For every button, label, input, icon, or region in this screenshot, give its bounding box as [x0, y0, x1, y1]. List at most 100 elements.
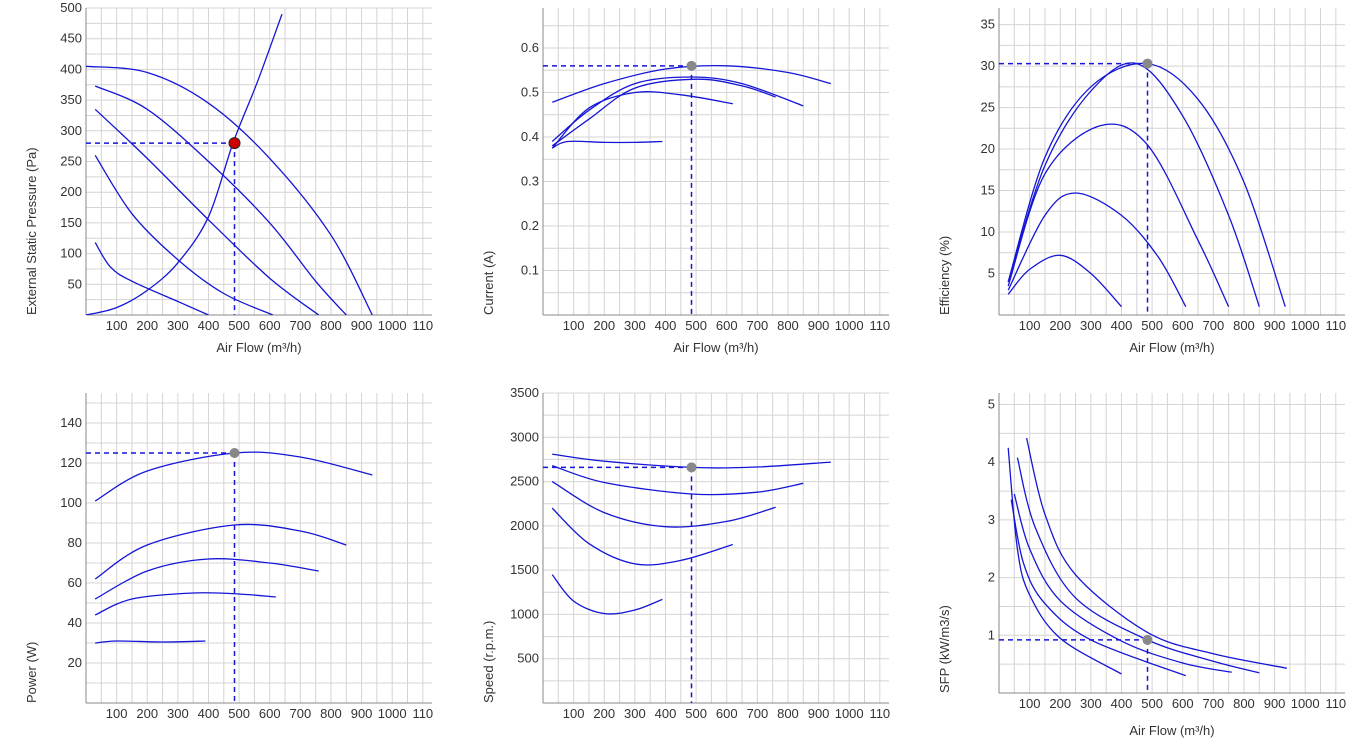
series-line-3: [1013, 493, 1232, 673]
series-line-2: [552, 464, 804, 496]
x-tick-label: 200: [1049, 318, 1071, 333]
y-tick-label: 0.4: [521, 129, 539, 144]
y-tick-label: 2000: [510, 518, 539, 533]
operating-point-marker[interactable]: [1142, 58, 1153, 69]
y-tick-label: 4: [988, 454, 995, 469]
y-tick-label: 3500: [510, 385, 539, 400]
x-tick-label: 700: [1202, 696, 1224, 711]
x-tick-label: 100: [106, 706, 128, 721]
series-line-1: [1025, 437, 1287, 669]
chart-3: 100 200 300 400 500 600 700 800 900 1000 110 5 10 15 2…: [937, 8, 1346, 355]
y-tick-label: 350: [60, 92, 82, 107]
series-line-4: [1007, 192, 1187, 308]
x-tick-label: 400: [1111, 318, 1133, 333]
series-line-3: [551, 481, 776, 528]
series-line-5: [1007, 254, 1122, 308]
y-tick-label: 0.1: [521, 263, 539, 278]
y-tick-label: 1: [988, 627, 995, 642]
x-tick-label: 110: [412, 318, 433, 333]
x-tick-label: 400: [198, 706, 220, 721]
x-tick-label: 600: [1172, 696, 1194, 711]
x-tick-label: 400: [1111, 696, 1133, 711]
x-tick-label: 100: [1019, 696, 1041, 711]
x-tick-label: 900: [808, 318, 830, 333]
x-axis-title: Air Flow (m³/h): [673, 340, 758, 355]
x-tick-label: 110: [869, 318, 890, 333]
x-tick-label: 110: [1325, 696, 1346, 711]
y-tick-label: 10: [981, 224, 995, 239]
y-tick-label: 30: [981, 58, 995, 73]
chart-2: 100 200 300 400 500 600 700 800 900 1000 110 0.1 0.2…: [481, 8, 890, 355]
operating-point-marker[interactable]: [686, 60, 697, 71]
operating-point-marker[interactable]: [686, 462, 697, 473]
x-tick-label: 700: [746, 318, 768, 333]
y-tick-label: 2500: [510, 474, 539, 489]
y-tick-label: 150: [60, 215, 82, 230]
x-tick-label: 200: [1049, 696, 1071, 711]
series-line-5: [551, 140, 663, 149]
x-tick-label: 500: [1141, 318, 1163, 333]
x-tick-label: 600: [259, 706, 281, 721]
x-tick-label: 100: [106, 318, 128, 333]
x-tick-label: 700: [289, 706, 311, 721]
y-axis-title: Efficiency (%): [937, 236, 952, 315]
y-tick-label: 0.3: [521, 174, 539, 189]
series-line-2: [1007, 62, 1260, 307]
y-axis-title: Current (A): [481, 251, 496, 315]
x-tick-label: 900: [808, 706, 830, 721]
x-tick-label: 100: [1019, 318, 1041, 333]
chart-5: 100 200 300 400 500 600 700 800 900 1000 110 500 100…: [481, 385, 890, 721]
x-tick-label: 700: [1202, 318, 1224, 333]
x-tick-label: 110: [412, 706, 433, 721]
series-line-4: [551, 507, 733, 566]
series-line-4: [94, 592, 276, 616]
chart-6: 100 200 300 400 500 600 700 800 900 1000 110 1 2 3 4 5 A…: [937, 393, 1346, 738]
x-tick-label: 400: [655, 706, 677, 721]
x-tick-label: 1000: [378, 706, 407, 721]
x-tick-label: 800: [777, 318, 799, 333]
y-tick-label: 0.2: [521, 218, 539, 233]
series-line-4: [94, 155, 274, 315]
x-tick-label: 1000: [378, 318, 407, 333]
x-tick-label: 800: [320, 318, 342, 333]
x-tick-label: 900: [351, 706, 373, 721]
operating-point-marker[interactable]: [228, 137, 241, 150]
x-tick-label: 200: [136, 706, 158, 721]
series-line-5: [94, 242, 209, 315]
x-tick-label: 1000: [1291, 318, 1320, 333]
x-tick-label: 500: [228, 706, 250, 721]
x-tick-label: 500: [685, 318, 707, 333]
series-line-2: [94, 85, 347, 315]
y-tick-label: 1000: [510, 606, 539, 621]
x-axis-title: Air Flow (m³/h): [1129, 723, 1214, 738]
series-line-5: [1007, 447, 1122, 675]
operating-point-marker[interactable]: [229, 448, 240, 458]
x-tick-label: 600: [259, 318, 281, 333]
x-tick-label: 200: [593, 706, 615, 721]
x-tick-label: 1000: [835, 318, 864, 333]
y-tick-label: 15: [981, 183, 995, 198]
x-tick-label: 1000: [835, 706, 864, 721]
y-axis-title: Power (W): [24, 642, 39, 703]
series-line-2: [1016, 457, 1260, 674]
x-tick-label: 400: [655, 318, 677, 333]
series-line-5: [95, 640, 206, 644]
y-axis-title: SFP (kW/m3/s): [937, 605, 952, 693]
x-tick-label: 300: [624, 706, 646, 721]
x-tick-label: 800: [320, 706, 342, 721]
x-tick-label: 800: [1233, 318, 1255, 333]
series-line-4: [551, 91, 733, 149]
series-line-2: [94, 523, 347, 580]
y-tick-label: 450: [60, 31, 82, 46]
y-tick-label: 40: [68, 615, 82, 630]
y-tick-label: 100: [60, 246, 82, 261]
y-tick-label: 3: [988, 512, 995, 527]
chart-1: 100 200 300 400 500 600 700 800 900 1000 110 50 100 1…: [24, 0, 433, 355]
y-tick-label: 80: [68, 535, 82, 550]
operating-point-marker[interactable]: [1142, 634, 1153, 645]
y-tick-label: 200: [60, 184, 82, 199]
x-tick-label: 110: [1325, 318, 1346, 333]
x-axis-title: Air Flow (m³/h): [216, 340, 301, 355]
y-tick-label: 300: [60, 123, 82, 138]
